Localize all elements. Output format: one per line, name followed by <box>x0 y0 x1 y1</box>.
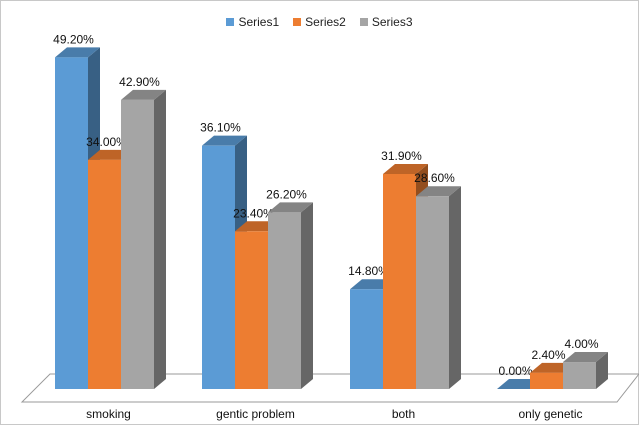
legend-swatch-series1 <box>226 18 235 26</box>
bar-series3-both-side <box>449 186 461 389</box>
data-label-series2-gentic-problem: 23.40% <box>233 206 274 220</box>
bar-series3-smoking-side <box>154 89 166 389</box>
data-label-series1-gentic-problem: 36.10% <box>200 121 241 135</box>
data-label-series1-only-genetic: 0.00% <box>498 364 532 378</box>
data-label-series2-both: 31.90% <box>381 149 422 163</box>
category-label-gentic-problem: gentic problem <box>216 407 295 421</box>
bar-series3-gentic-problem-side <box>301 202 313 389</box>
data-label-series3-both: 28.60% <box>414 171 455 185</box>
bar-series1-gentic-problem <box>202 145 235 389</box>
legend-item-series3: Series3 <box>359 15 413 29</box>
bar-series2-both-top <box>383 163 428 174</box>
legend-swatch-series2 <box>293 18 302 26</box>
legend-label-series1: Series1 <box>238 15 280 29</box>
bar-series3-only-genetic-side <box>596 352 608 389</box>
bar-series3-smoking <box>121 99 154 389</box>
data-label-series2-smoking: 34.00% <box>86 135 127 149</box>
bar-series3-both <box>416 196 449 389</box>
data-label-series3-smoking: 42.90% <box>119 75 160 89</box>
data-label-series1-both: 14.80% <box>348 264 389 278</box>
data-label-series3-only-genetic: 4.00% <box>564 337 598 351</box>
category-label-smoking: smoking <box>86 407 131 421</box>
legend-item-series2: Series2 <box>293 15 346 29</box>
legend: Series1 Series2 Series3 <box>0 15 639 29</box>
data-label-series3-gentic-problem: 26.20% <box>266 187 307 201</box>
bar-series1-both <box>350 289 383 389</box>
bar-series3-both-top <box>416 186 461 197</box>
bar-series1-gentic-problem-top <box>202 135 247 146</box>
bar-series3-gentic-problem <box>268 212 301 389</box>
bar-series3-gentic-problem-top <box>268 202 313 213</box>
data-label-series2-only-genetic: 2.40% <box>531 348 565 362</box>
legend-item-series1: Series1 <box>226 15 279 29</box>
category-label-only-genetic: only genetic <box>518 407 582 421</box>
chart-floor <box>20 373 639 403</box>
bar-series3-only-genetic-top <box>563 352 608 363</box>
legend-label-series2: Series2 <box>305 15 346 29</box>
bar-series1-smoking <box>55 57 88 389</box>
category-label-both: both <box>392 407 415 421</box>
bar-series3-only-genetic <box>563 362 596 389</box>
bar-series2-only-genetic <box>530 372 563 389</box>
bar-series2-gentic-problem <box>235 231 268 389</box>
bar-series3-smoking-top <box>121 89 166 100</box>
legend-label-series3: Series3 <box>371 15 413 29</box>
data-label-series1-smoking: 49.20% <box>53 32 94 46</box>
bar-series1-smoking-top <box>55 47 100 58</box>
bar-series2-both <box>383 173 416 389</box>
legend-swatch-series3 <box>359 18 368 26</box>
bar-series2-smoking <box>88 159 121 389</box>
